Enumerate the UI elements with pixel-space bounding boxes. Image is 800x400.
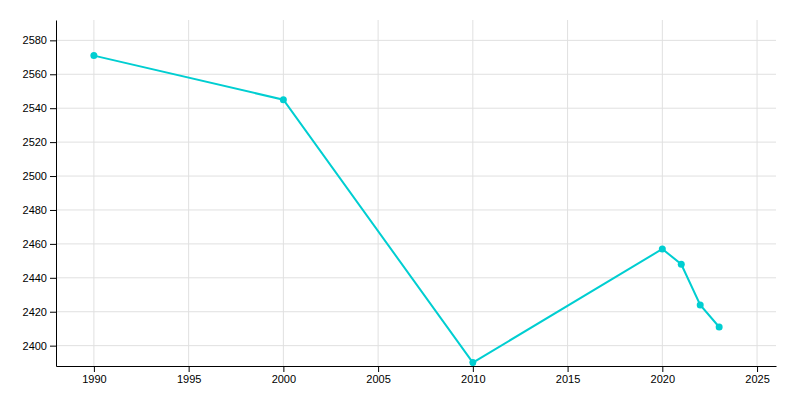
axis-line: [56, 21, 57, 367]
chart: 1990 1995 2000 2005 2010 2015 2020 2025 2400 2420…: [0, 0, 800, 400]
tick-label: 1995: [177, 373, 201, 385]
tick: 2460: [23, 238, 56, 250]
tick: 2005: [366, 366, 390, 385]
tick: 2540: [23, 102, 56, 114]
tick: 2440: [23, 272, 56, 284]
tick-label: 2400: [23, 340, 47, 352]
axis-line: [57, 366, 777, 367]
grid-line: [757, 20, 758, 366]
tick: 2420: [23, 306, 56, 318]
grid-line: [56, 209, 776, 210]
tick-label: 2560: [23, 68, 47, 80]
tick: 2500: [23, 170, 56, 182]
grid-line: [56, 40, 776, 41]
y-axis: 2400 2420 2440 2460 2480 2500 2520 2540 2560 2580: [23, 21, 57, 367]
tick: 2480: [23, 204, 56, 216]
point: [90, 52, 97, 59]
grid-line: [188, 20, 189, 366]
grid-line: [56, 311, 776, 312]
line: [94, 56, 719, 363]
plot: 1990 1995 2000 2005 2010 2015 2020 2025 2400 2420…: [23, 20, 777, 385]
marks: [90, 52, 722, 366]
tick-label: 2010: [461, 373, 485, 385]
point: [659, 245, 666, 252]
point: [280, 96, 287, 103]
tick-label: 2580: [23, 34, 47, 46]
grid-line: [472, 20, 473, 366]
tick-label: 2540: [23, 102, 47, 114]
grid-line: [56, 277, 776, 278]
tick-mark: [50, 142, 56, 143]
grid-line: [56, 74, 776, 75]
tick: 1995: [177, 366, 201, 385]
tick-label: 2520: [23, 136, 47, 148]
tick-mark: [94, 366, 95, 372]
tick-label: 2015: [556, 373, 580, 385]
tick-label: 2440: [23, 272, 47, 284]
grid: [56, 20, 776, 366]
x-axis: 1990 1995 2000 2005 2010 2015 2020 2025: [57, 366, 777, 385]
tick: 2010: [461, 366, 485, 385]
tick-label: 2480: [23, 204, 47, 216]
point: [469, 359, 476, 366]
tick: 2400: [23, 340, 56, 352]
tick: 2020: [651, 366, 675, 385]
tick-mark: [50, 278, 56, 279]
grid-line: [93, 20, 94, 366]
grid-line: [56, 176, 776, 177]
tick-mark: [50, 176, 56, 177]
grid-line: [283, 20, 284, 366]
grid-line: [56, 108, 776, 109]
grid-line: [567, 20, 568, 366]
tick: 2025: [745, 366, 769, 385]
tick-mark: [473, 366, 474, 372]
tick-label: 2500: [23, 170, 47, 182]
point: [716, 323, 723, 330]
grid-line: [662, 20, 663, 366]
tick: 2015: [556, 366, 580, 385]
point: [697, 301, 704, 308]
tick-label: 2005: [366, 373, 390, 385]
tick-mark: [662, 366, 663, 372]
tick: 1990: [82, 366, 106, 385]
tick-mark: [378, 366, 379, 372]
tick-mark: [50, 108, 56, 109]
point: [678, 261, 685, 268]
tick-label: 2460: [23, 238, 47, 250]
tick-mark: [50, 210, 56, 211]
grid-line: [378, 20, 379, 366]
tick-mark: [283, 366, 284, 372]
tick-mark: [568, 366, 569, 372]
tick-mark: [50, 74, 56, 75]
tick: 2580: [23, 34, 56, 46]
tick-label: 1990: [82, 373, 106, 385]
tick-mark: [757, 366, 758, 372]
tick-mark: [50, 40, 56, 41]
grid-line: [56, 345, 776, 346]
tick-label: 2025: [745, 373, 769, 385]
tick-mark: [50, 244, 56, 245]
tick-label: 2000: [272, 373, 296, 385]
tick-mark: [50, 346, 56, 347]
tick-label: 2420: [23, 306, 47, 318]
tick-label: 2020: [651, 373, 675, 385]
tick: 2520: [23, 136, 56, 148]
grid-line: [56, 243, 776, 244]
tick-mark: [189, 366, 190, 372]
tick: 2560: [23, 68, 56, 80]
grid-line: [56, 142, 776, 143]
tick: 2000: [272, 366, 296, 385]
tick-mark: [50, 312, 56, 313]
